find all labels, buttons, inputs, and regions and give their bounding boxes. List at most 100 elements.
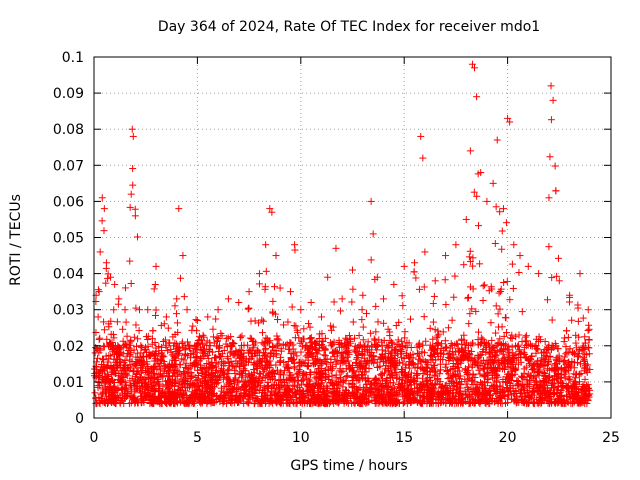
data-point xyxy=(144,306,152,314)
data-point xyxy=(271,283,279,291)
data-point xyxy=(245,399,253,407)
data-point xyxy=(452,241,460,249)
data-point xyxy=(562,350,570,358)
data-point xyxy=(414,370,422,378)
data-point xyxy=(410,268,418,276)
data-point xyxy=(134,233,142,241)
data-point xyxy=(317,313,325,321)
y-tick-label: 0.03 xyxy=(53,303,84,319)
data-point xyxy=(451,272,459,280)
data-point xyxy=(554,254,562,262)
data-point xyxy=(492,302,500,310)
data-point xyxy=(338,295,346,303)
data-point xyxy=(394,336,402,344)
data-point xyxy=(465,320,473,328)
data-point xyxy=(367,197,375,205)
data-point xyxy=(524,262,532,270)
data-point xyxy=(489,179,497,187)
data-point xyxy=(380,295,388,303)
y-tick-label: 0.07 xyxy=(53,158,84,174)
data-point xyxy=(455,364,463,372)
data-point xyxy=(244,305,252,313)
y-axis-label: ROTI / TECUs xyxy=(8,194,24,286)
data-point xyxy=(336,307,344,315)
data-point xyxy=(406,315,414,323)
data-point xyxy=(541,338,549,346)
data-point xyxy=(434,332,442,340)
data-point xyxy=(543,296,551,304)
data-point xyxy=(476,260,484,268)
data-point xyxy=(496,305,504,313)
data-point xyxy=(223,335,231,343)
data-point xyxy=(503,278,511,286)
data-point xyxy=(212,315,220,323)
data-point xyxy=(214,334,222,342)
data-point xyxy=(297,306,305,314)
data-point xyxy=(288,303,296,311)
y-tick-label: 0.1 xyxy=(62,50,84,66)
data-point xyxy=(121,284,129,292)
data-point xyxy=(189,322,197,330)
data-point xyxy=(231,367,239,375)
dense-data-cloud xyxy=(90,116,594,408)
data-point xyxy=(464,293,472,301)
chart-title: Day 364 of 2024, Rate Of TEC Index for r… xyxy=(158,19,540,35)
data-point xyxy=(367,256,375,264)
data-point xyxy=(359,323,367,331)
data-point xyxy=(498,323,506,331)
data-point xyxy=(473,93,481,101)
data-point xyxy=(111,280,119,288)
data-point xyxy=(496,208,504,216)
data-point xyxy=(469,262,477,270)
x-tick-label: 0 xyxy=(90,430,99,446)
data-point xyxy=(104,274,112,282)
data-point xyxy=(324,273,332,281)
data-point xyxy=(519,374,527,382)
data-point xyxy=(462,215,470,223)
data-point xyxy=(193,317,201,325)
data-point xyxy=(417,132,425,140)
data-point xyxy=(131,205,139,213)
data-point xyxy=(355,331,363,339)
data-point xyxy=(429,318,437,326)
data-point xyxy=(92,297,100,305)
data-point xyxy=(351,334,359,342)
data-point xyxy=(286,288,294,296)
data-point xyxy=(548,316,556,324)
data-point xyxy=(510,241,518,249)
data-point xyxy=(162,313,170,321)
data-point xyxy=(327,366,335,374)
data-point xyxy=(135,306,143,314)
data-point xyxy=(464,294,472,302)
data-point xyxy=(568,316,576,324)
data-point xyxy=(115,295,123,303)
data-point xyxy=(127,279,135,287)
data-point xyxy=(522,332,530,340)
data-point xyxy=(302,352,310,360)
data-point xyxy=(276,284,284,292)
x-tick-label: 15 xyxy=(395,430,413,446)
data-point xyxy=(110,306,118,314)
data-point xyxy=(401,328,409,336)
y-tick-label: 0.05 xyxy=(53,231,84,247)
data-point xyxy=(430,292,438,300)
data-point xyxy=(134,335,142,343)
data-point xyxy=(129,181,137,189)
data-point xyxy=(164,324,172,332)
x-tick-label: 5 xyxy=(193,430,202,446)
y-tick-label: 0.06 xyxy=(53,194,84,210)
x-tick-label: 25 xyxy=(602,430,620,446)
data-point xyxy=(367,329,375,337)
data-point xyxy=(98,194,106,202)
data-point xyxy=(345,332,353,340)
data-point xyxy=(123,332,131,340)
data-point xyxy=(91,389,99,397)
data-point xyxy=(144,335,152,343)
data-point xyxy=(179,252,187,260)
data-point xyxy=(465,253,473,261)
data-point xyxy=(173,295,181,303)
data-point xyxy=(245,304,253,312)
data-point xyxy=(407,344,415,352)
data-point xyxy=(273,336,281,344)
data-point xyxy=(259,317,267,325)
